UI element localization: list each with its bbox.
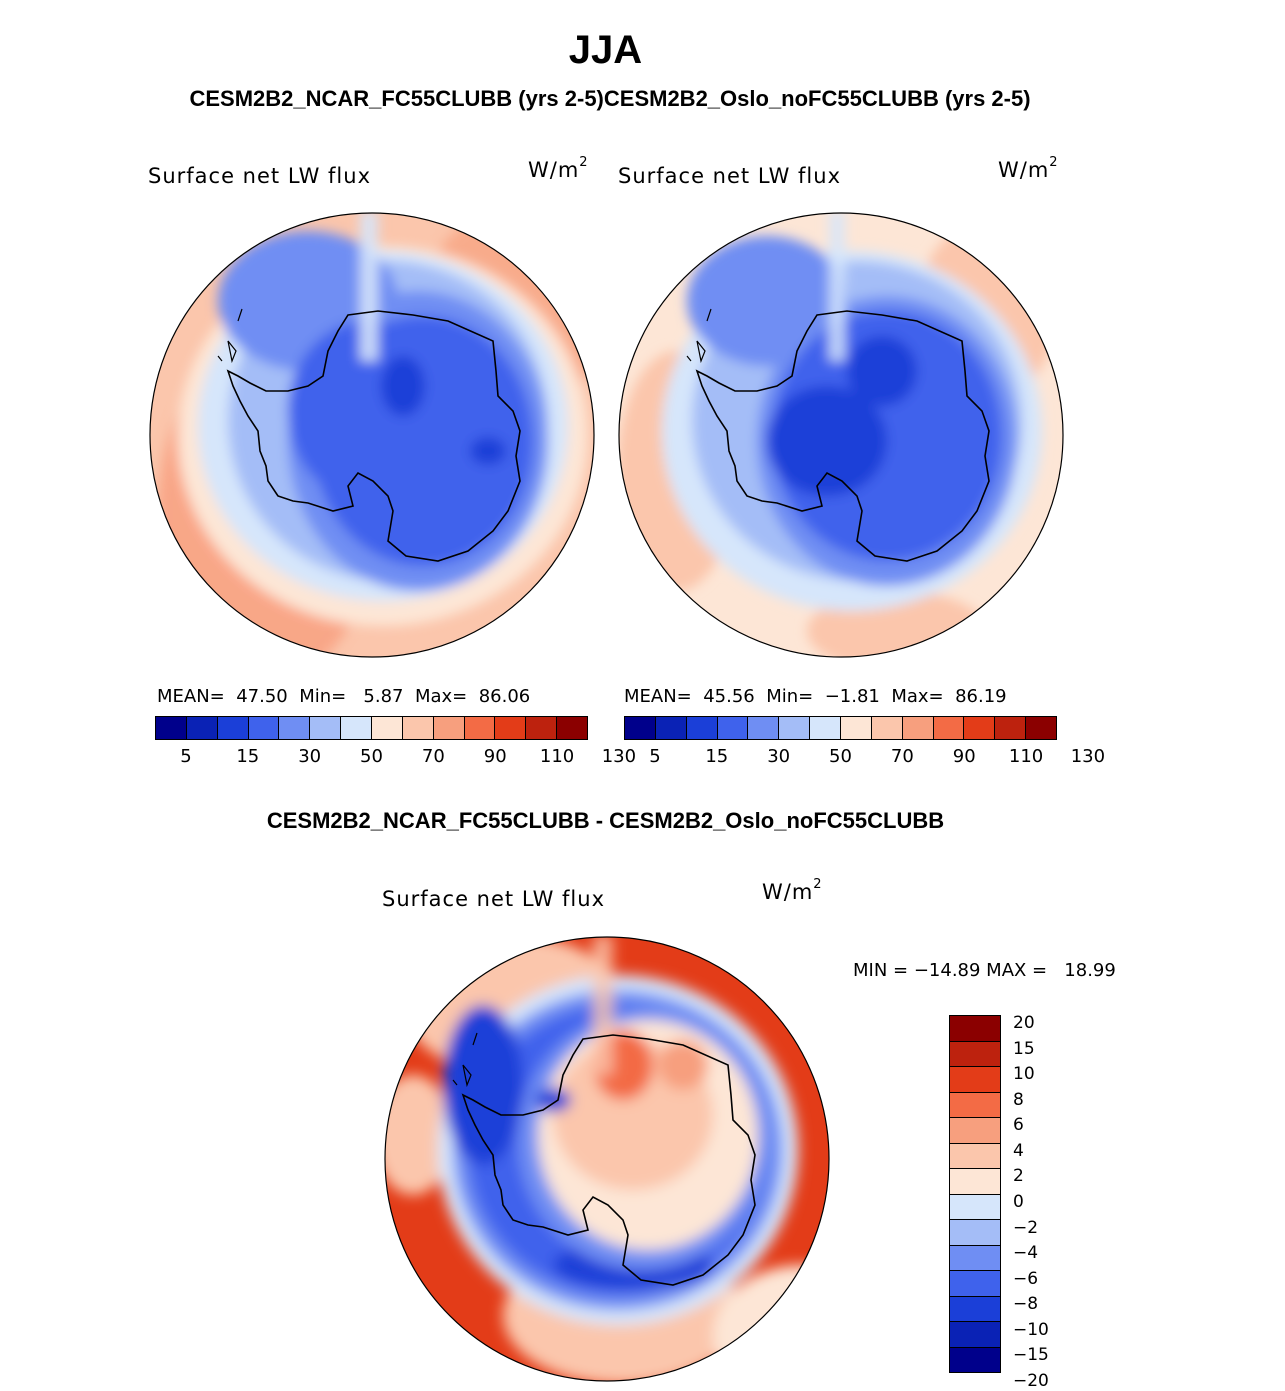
- colorbar-swatch: [950, 1169, 1000, 1195]
- colorbar-tick-label: 110: [1008, 746, 1044, 767]
- colorbar-swatch: [748, 717, 780, 739]
- colorbar-tick-label: 70: [421, 746, 445, 767]
- colorbar-swatch: [433, 717, 465, 739]
- colorbar-swatch: [810, 717, 842, 739]
- colorbar-swatch: [686, 717, 718, 739]
- colorbar-swatch: [341, 717, 373, 739]
- colorbar-swatch: [217, 717, 249, 739]
- colorbar-tick-label: 90: [483, 746, 507, 767]
- colorbar-tick-label: −6: [1013, 1268, 1039, 1289]
- colorbar-tick-label: 2: [1013, 1166, 1024, 1187]
- colorbar-tick-label: 130: [1070, 746, 1106, 767]
- colorbar-swatch: [950, 1067, 1000, 1093]
- colorbar-swatch: [156, 717, 187, 739]
- colorbar-tick-label: −8: [1013, 1294, 1039, 1315]
- colorbar-tick-label: 30: [298, 746, 322, 767]
- difference-title: CESM2B2_NCAR_FC55CLUBB - CESM2B2_Oslo_no…: [266, 808, 945, 833]
- panel1-colorbar: [155, 716, 588, 740]
- panel2-stats: MEAN= 45.56 Min= −1.81 Max= 86.19: [624, 686, 1007, 707]
- colorbar-swatch: [655, 717, 687, 739]
- colorbar-swatch: [372, 717, 403, 739]
- panel1-variable-label: Surface net LW flux: [148, 164, 371, 188]
- colorbar-swatch: [495, 717, 527, 739]
- colorbar-swatch: [841, 717, 872, 739]
- colorbar-swatch: [950, 1016, 1000, 1042]
- colorbar-swatch: [950, 1118, 1000, 1144]
- colorbar-tick-label: 6: [1013, 1115, 1024, 1136]
- colorbar-swatch: [964, 717, 996, 739]
- colorbar-tick-label: 130: [601, 746, 637, 767]
- colorbar-tick-label: 15: [236, 746, 260, 767]
- colorbar-tick-label: −10: [1013, 1319, 1049, 1340]
- colorbar-tick-label: −20: [1013, 1371, 1049, 1391]
- colorbar-swatch: [310, 717, 342, 739]
- diff-colorbar: [949, 1015, 1001, 1373]
- colorbar-tick-label: 70: [890, 746, 914, 767]
- colorbar-swatch: [625, 717, 656, 739]
- panel1-stats: MEAN= 47.50 Min= 5.87 Max= 86.06: [157, 686, 531, 707]
- panel1-polar-map: [149, 212, 595, 658]
- colorbar-tick-label: 30: [767, 746, 791, 767]
- panel2-colorbar: [624, 716, 1057, 740]
- panel2-polar-map: [618, 212, 1064, 658]
- colorbar-tick-label: 10: [1013, 1064, 1035, 1085]
- colorbar-tick-label: 0: [1013, 1192, 1024, 1212]
- diff-polar-map: [384, 936, 830, 1382]
- colorbar-tick-label: 8: [1013, 1089, 1024, 1110]
- colorbar-swatch: [1026, 717, 1057, 739]
- colorbar-tick-label: 5: [649, 746, 661, 767]
- colorbar-swatch: [248, 717, 280, 739]
- colorbar-swatch: [902, 717, 934, 739]
- colorbar-swatch: [871, 717, 903, 739]
- colorbar-tick-label: 90: [952, 746, 976, 767]
- colorbar-tick-label: 50: [360, 746, 383, 767]
- colorbar-swatch: [950, 1347, 1000, 1372]
- panel2-units: W/m2: [998, 155, 1059, 182]
- panel1-units: W/m2: [528, 155, 589, 182]
- colorbar-tick-label: −4: [1013, 1243, 1039, 1264]
- colorbar-swatch: [279, 717, 311, 739]
- colorbar-swatch: [526, 717, 558, 739]
- colorbar-swatch: [950, 1271, 1000, 1297]
- colorbar-tick-label: 110: [539, 746, 575, 767]
- colorbar-swatch: [779, 717, 811, 739]
- colorbar-swatch: [950, 1194, 1000, 1220]
- colorbar-tick-label: −15: [1013, 1345, 1049, 1366]
- colorbar-tick-label: 20: [1013, 1013, 1035, 1033]
- colorbar-tick-label: 50: [829, 746, 852, 767]
- colorbar-swatch: [950, 1143, 1000, 1169]
- colorbar-swatch: [402, 717, 434, 739]
- colorbar-swatch: [950, 1296, 1000, 1322]
- colorbar-swatch: [950, 1092, 1000, 1118]
- colorbar-swatch: [950, 1220, 1000, 1246]
- colorbar-tick-label: 5: [180, 746, 192, 767]
- colorbar-swatch: [950, 1245, 1000, 1271]
- colorbar-tick-label: −2: [1013, 1217, 1039, 1238]
- colorbar-swatch: [186, 717, 218, 739]
- diff-units: W/m2: [762, 877, 823, 904]
- panel2-variable-label: Surface net LW flux: [618, 164, 841, 188]
- season-title: JJA: [568, 28, 643, 72]
- diff-minmax: MIN = −14.89 MAX = 18.99: [853, 960, 1116, 981]
- colorbar-swatch: [464, 717, 496, 739]
- colorbar-swatch: [557, 717, 588, 739]
- cases-title: CESM2B2_NCAR_FC55CLUBB (yrs 2-5)CESM2B2_…: [189, 86, 1031, 111]
- colorbar-swatch: [717, 717, 749, 739]
- colorbar-tick-label: 15: [705, 746, 729, 767]
- colorbar-tick-label: 15: [1013, 1038, 1035, 1059]
- diff-variable-label: Surface net LW flux: [382, 887, 605, 911]
- colorbar-swatch: [995, 717, 1027, 739]
- colorbar-swatch: [950, 1041, 1000, 1067]
- colorbar-tick-label: 4: [1013, 1140, 1024, 1161]
- colorbar-swatch: [950, 1322, 1000, 1348]
- colorbar-swatch: [933, 717, 965, 739]
